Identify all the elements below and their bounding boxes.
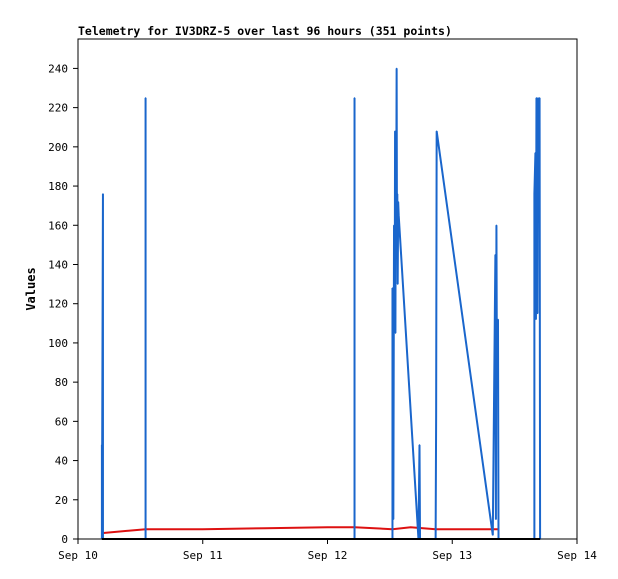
series-blue-point (536, 312, 539, 315)
series-blue-point (391, 287, 394, 289)
x-tick-label: Sep 11 (183, 549, 223, 562)
y-tick-label: 80 (55, 376, 68, 389)
y-tick-label: 220 (48, 102, 68, 115)
series-red-point (202, 528, 204, 530)
x-tick-label: Sep 12 (308, 549, 348, 562)
series-blue-point (494, 254, 496, 256)
axis-ticks: 0 20 40 60 80 100 120 140 160 180 200 220 240 Sep 10 S… (48, 62, 597, 562)
series-red-line (101, 526, 498, 535)
y-tick-label: 180 (48, 180, 68, 193)
series-black-point (539, 538, 541, 540)
y-tick-label: 140 (48, 258, 68, 271)
series-blue-point (492, 534, 494, 536)
series-blue-point (535, 318, 537, 320)
series-blue-point (495, 518, 497, 520)
plot-area (77, 38, 578, 540)
series-blue-point (395, 150, 397, 152)
series-blue-point (394, 130, 396, 132)
series-blue-point (537, 97, 539, 99)
series-blue-point (394, 332, 397, 334)
y-tick-label: 120 (48, 298, 68, 311)
x-tick-label: Sep 14 (557, 549, 597, 562)
y-tick-label: 160 (48, 219, 68, 232)
series-red-point (264, 527, 266, 529)
chart-title: Telemetry for IV3DRZ-5 over last 96 hour… (78, 24, 452, 38)
series-blue-point (396, 244, 398, 246)
series-blue-point (534, 152, 537, 154)
y-tick-label: 100 (48, 337, 68, 350)
series-blue-point (435, 414, 437, 417)
x-tick-label: Sep 13 (432, 549, 472, 562)
x-tick-label: Sep 10 (58, 549, 98, 562)
series-blue-point (496, 381, 498, 383)
y-tick-label: 200 (48, 141, 68, 154)
series-blue-point (497, 318, 499, 320)
y-axis-label: Values (24, 267, 38, 310)
y-tick-label: 20 (55, 494, 68, 507)
series-blue-point (101, 444, 103, 446)
series-blue-point (393, 224, 395, 226)
series-blue-point (436, 130, 438, 132)
series-blue-point (395, 244, 397, 246)
series-layer (100, 67, 542, 540)
series-blue-point (396, 193, 398, 195)
series-blue-point (392, 518, 394, 520)
series-blue-point (396, 67, 398, 70)
y-tick-label: 240 (48, 62, 68, 75)
series-blue-point (533, 193, 535, 195)
series-red-point (410, 526, 412, 528)
series-blue-point (538, 97, 541, 99)
series-red-point (326, 526, 329, 528)
y-tick-label: 40 (55, 455, 68, 468)
series-blue-point (398, 214, 400, 217)
series-blue-point (397, 283, 399, 285)
series-blue-point (394, 303, 396, 305)
series-blue-point (102, 534, 104, 536)
y-tick-label: 60 (55, 415, 68, 428)
series-blue-point (101, 534, 103, 536)
series-blue-point (538, 193, 540, 195)
series-black-point (101, 538, 103, 540)
series-blue-point (535, 97, 538, 99)
y-tick-label: 0 (61, 533, 68, 546)
series-blue-point (353, 97, 356, 99)
series-blue-point (144, 97, 147, 99)
series-blue-point (102, 193, 104, 195)
series-blue-point (418, 444, 421, 446)
series-blue-point (397, 201, 399, 203)
series-blue-point (495, 224, 498, 226)
